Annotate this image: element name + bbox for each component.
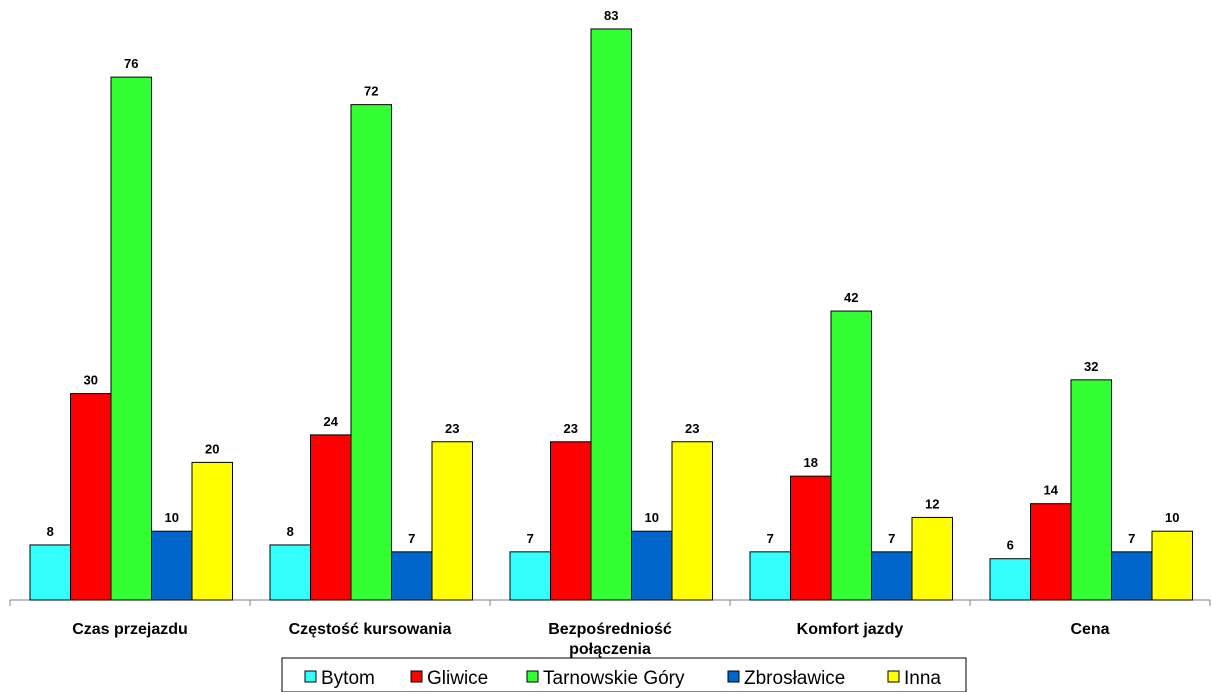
value-label: 7 (1128, 531, 1135, 546)
bar-inna (671, 441, 713, 601)
legend-box (281, 657, 967, 692)
value-label: 10 (645, 510, 659, 525)
bar-inna (911, 516, 953, 601)
legend-label: Inna (904, 668, 941, 689)
value-label: 8 (287, 524, 294, 539)
value-label: 42 (844, 290, 858, 305)
value-label: 23 (564, 421, 578, 436)
bar-gliwice (790, 475, 832, 601)
category-labels-group: Czas przejazdu Częstość kursowania Bezpośr… (72, 621, 1109, 658)
value-label: 7 (527, 531, 534, 546)
bar-gliwice (1030, 503, 1072, 601)
value-label: 14 (1044, 483, 1059, 498)
value-label: 10 (1165, 510, 1179, 525)
value-label: 12 (925, 496, 939, 511)
value-label: 23 (685, 421, 699, 436)
category-label: Częstość kursowania (289, 621, 452, 638)
bar-zbrosławice (631, 530, 673, 601)
bar-tarnowskie-góry (590, 28, 632, 601)
bar-tarnowskie-góry (830, 310, 872, 601)
bar-bytom (29, 544, 71, 601)
bar-zbrosławice (871, 551, 913, 601)
value-label: 7 (408, 531, 415, 546)
bar-zbrosławice (1111, 551, 1153, 601)
bar-zbrosławice (151, 530, 193, 601)
category-label: Czas przejazdu (72, 621, 188, 638)
value-labels-group: 8 30 76 10 20 8 24 72 7 23 7 23 83 10 23 7 18 42 7 12 6 14 32 7… (47, 8, 1180, 553)
bar-tarnowskie-góry (110, 76, 152, 601)
legend-swatch (727, 670, 740, 683)
bar-bytom (509, 551, 551, 601)
bar-inna (191, 461, 233, 601)
bar-inna (1151, 530, 1193, 601)
legend-label: Zbrosławice (744, 668, 845, 689)
legend-label: Gliwice (427, 668, 488, 689)
bar-zbrosławice (391, 551, 433, 601)
legend-label: Bytom (321, 668, 375, 689)
category-label: Komfort jazdy (797, 621, 904, 638)
value-label: 10 (165, 510, 179, 525)
value-label: 6 (1007, 538, 1014, 553)
value-label: 8 (47, 524, 54, 539)
legend-label: Tarnowskie Góry (543, 668, 685, 689)
value-label: 24 (324, 414, 339, 429)
value-label: 7 (888, 531, 895, 546)
bar-bytom (749, 551, 791, 601)
value-label: 32 (1084, 359, 1098, 374)
bar-gliwice (550, 441, 592, 601)
bars-group (29, 28, 1193, 601)
legend: Bytom Gliwice Tarnowskie Góry Zbrosławice In… (281, 657, 967, 692)
category-label: Cena (1070, 621, 1109, 638)
value-label: 23 (445, 421, 459, 436)
bar-tarnowskie-góry (1070, 379, 1112, 601)
legend-swatch (410, 670, 423, 683)
value-label: 83 (604, 8, 618, 23)
bar-tarnowskie-góry (350, 104, 392, 601)
bar-bytom (989, 558, 1031, 601)
x-axis (9, 599, 1211, 606)
value-label: 18 (804, 455, 818, 470)
value-label: 72 (364, 84, 378, 99)
value-label: 20 (205, 441, 219, 456)
bar-inna (431, 441, 473, 601)
bar-gliwice (310, 434, 352, 601)
legend-swatch (887, 670, 900, 683)
value-label: 7 (767, 531, 774, 546)
value-label: 76 (124, 56, 138, 71)
value-label: 30 (84, 373, 98, 388)
bar-gliwice (70, 393, 112, 601)
legend-swatch (526, 670, 539, 683)
category-label: Bezpośredniość połączenia (548, 621, 672, 658)
bar-bytom (269, 544, 311, 601)
legend-swatch (304, 670, 317, 683)
